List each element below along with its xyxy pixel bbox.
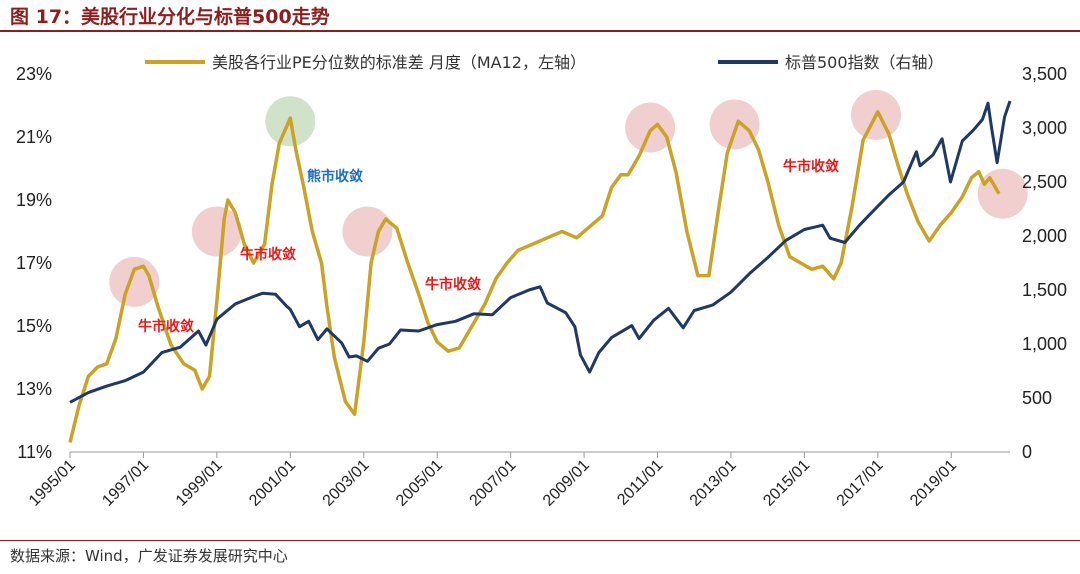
- title-rule: [0, 30, 1080, 32]
- legend: 美股各行业PE分位数的标准差 月度（MA12，左轴） 标普500指数（右轴）: [145, 53, 944, 72]
- figure-title: 图 17：美股行业分化与标普500走势: [10, 6, 330, 28]
- legend-label-std: 美股各行业PE分位数的标准差 月度（MA12，左轴）: [212, 53, 586, 72]
- annotations: 熊市收敛 牛市收敛 牛市收敛 牛市收敛 牛市收敛: [138, 158, 839, 335]
- series-lines: [68, 100, 1012, 443]
- highlight-circle-bull: [191, 206, 242, 257]
- series-line-sp500: [69, 100, 1012, 404]
- title-bar: 图 17：美股行业分化与标普500走势: [0, 0, 1080, 30]
- y-left-tick-label: 21%: [16, 127, 52, 147]
- highlight-circles: [109, 89, 1028, 307]
- x-tick-label: 2013/01: [687, 457, 740, 510]
- y-left-tick-label: 19%: [16, 190, 52, 210]
- x-tick-label: 1999/01: [173, 457, 226, 510]
- series-line-pe-std: [68, 110, 1001, 443]
- highlight-circle-bull: [977, 168, 1028, 219]
- highlight-circle-bull: [709, 99, 760, 150]
- footer-rule: [0, 540, 1080, 541]
- x-tick-label: 2005/01: [393, 457, 446, 510]
- x-tick-label: 2003/01: [320, 457, 373, 510]
- highlight-circle-bull: [342, 206, 393, 257]
- y-left-tick-label: 17%: [16, 253, 52, 273]
- x-tick-label: 2019/01: [907, 457, 960, 510]
- x-tick-label: 1997/01: [99, 457, 152, 510]
- annotation-bear-2001: 熊市收敛: [307, 168, 363, 185]
- x-tick-label: 2001/01: [246, 457, 299, 510]
- y-right-tick-label: 0: [1022, 442, 1032, 462]
- legend-label-sp500: 标普500指数（右轴）: [785, 53, 944, 72]
- source-note: 数据来源：Wind，广发证券发展研究中心: [10, 547, 288, 565]
- y-right-tick-label: 3,000: [1022, 118, 1067, 138]
- highlight-circle-bull: [625, 102, 676, 153]
- chart: 1995/01 1997/01 1999/01 2001/01 2003/01 2005/…: [16, 53, 1067, 510]
- y-right-tick-label: 2,500: [1022, 172, 1067, 192]
- annotation-bull-1998: 牛市收敛: [138, 318, 194, 335]
- y-left-tick-label: 15%: [16, 316, 52, 336]
- y-left-tick-label: 23%: [16, 64, 52, 84]
- x-tick-label: 2007/01: [467, 457, 520, 510]
- x-tick-label: 2009/01: [540, 457, 593, 510]
- annotation-bull-2004: 牛市收敛: [425, 276, 481, 293]
- x-tick-label: 2015/01: [760, 457, 813, 510]
- y-left-tick-label: 13%: [16, 379, 52, 399]
- x-tick-label: 2011/01: [614, 457, 666, 509]
- y-right-tick-label: 2,000: [1022, 226, 1067, 246]
- annotation-bull-2014: 牛市收敛: [783, 158, 839, 175]
- y-right-tick-label: 3,500: [1022, 64, 1067, 84]
- x-tick-label: 1995/01: [26, 457, 79, 510]
- x-tick-label: 2017/01: [834, 457, 887, 510]
- y-left-tick-label: 11%: [17, 442, 52, 462]
- y-right-tick-label: 1,000: [1022, 334, 1067, 354]
- y-right-tick-label: 1,500: [1022, 280, 1067, 300]
- annotation-bull-2000: 牛市收敛: [240, 246, 296, 263]
- y-right-tick-label: 500: [1022, 388, 1052, 408]
